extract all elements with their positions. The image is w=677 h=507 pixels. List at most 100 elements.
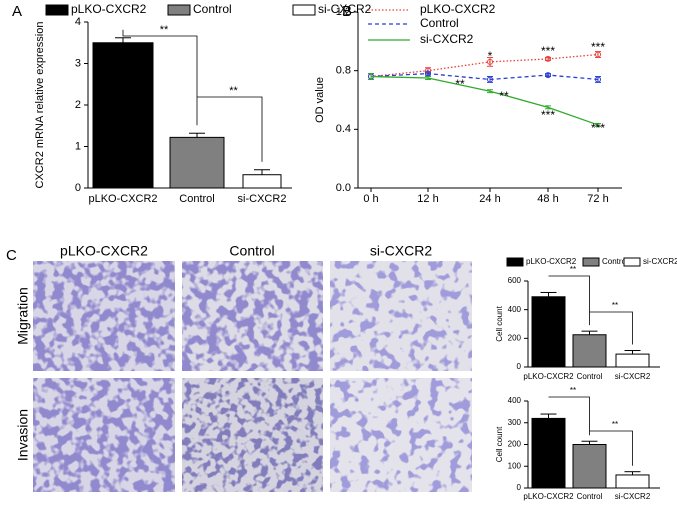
- micrograph-cells: [33, 378, 175, 492]
- micrograph-cells: [182, 378, 323, 492]
- bar: [615, 474, 650, 489]
- x-tick-label: si-CXCR2: [615, 372, 651, 381]
- series-line: [370, 72, 599, 81]
- bar: [615, 353, 650, 368]
- y-axis-label: Cell count: [495, 305, 504, 341]
- significance-label: ***: [591, 121, 605, 135]
- significance-label: *: [488, 49, 493, 63]
- x-tick-label: Control: [577, 372, 603, 381]
- legend-swatch: [582, 257, 600, 267]
- legend-label: Control: [602, 257, 628, 266]
- y-tick-label: 0: [517, 483, 522, 492]
- panel-label: A: [12, 3, 22, 20]
- legend-swatch: [506, 257, 524, 267]
- bar: [242, 174, 282, 189]
- y-tick-label: 3: [75, 57, 81, 69]
- y-axis-label: OD value: [314, 77, 326, 123]
- point: [487, 76, 493, 83]
- column-label: Control: [229, 243, 274, 259]
- y-tick-label: 0: [75, 182, 81, 194]
- y-tick-label: 2: [75, 99, 81, 111]
- significance-label: **: [160, 24, 169, 36]
- legend-swatch: [623, 257, 641, 267]
- significance-bracket: [589, 311, 633, 345]
- point: [487, 58, 493, 65]
- point: [595, 51, 601, 58]
- y-tick-label: 600: [508, 276, 522, 285]
- legend-label: pLKO-CXCR2: [420, 2, 496, 16]
- y-tick-label: 400: [508, 396, 522, 405]
- column-label: si-CXCR2: [370, 243, 432, 259]
- significance-bracket: [548, 275, 590, 326]
- bar: [92, 42, 154, 189]
- significance-label: **: [570, 265, 576, 274]
- significance-label: ***: [541, 44, 555, 58]
- y-tick-label: 100: [508, 461, 522, 470]
- bar: [531, 417, 566, 489]
- panel-label: C: [6, 247, 17, 264]
- y-tick-label: 1.2: [336, 6, 351, 18]
- x-tick-label: Control: [577, 492, 603, 501]
- y-axis-label: CXCR2 mRNA relative expression: [34, 22, 46, 189]
- x-tick-label: 24 h: [479, 193, 500, 205]
- legend-swatch: [167, 4, 191, 16]
- significance-label: **: [570, 386, 576, 395]
- significance-label: **: [229, 85, 238, 97]
- y-tick-label: 0: [517, 362, 522, 371]
- significance-label: **: [612, 301, 618, 310]
- significance-label: ***: [591, 40, 605, 54]
- x-tick-label: Control: [179, 193, 214, 205]
- significance-bracket: [589, 430, 633, 466]
- y-axis-label: Cell count: [495, 426, 504, 462]
- point: [595, 76, 601, 83]
- panel-label: B: [342, 3, 352, 20]
- significance-label: ***: [541, 108, 555, 122]
- significance-label: **: [455, 77, 465, 91]
- point: [545, 55, 551, 62]
- y-tick-label: 0.0: [336, 182, 351, 194]
- bar: [572, 444, 607, 489]
- y-tick-label: 1: [75, 140, 81, 152]
- micrographs: [33, 261, 472, 492]
- bar: [531, 296, 566, 368]
- x-tick-label: pLKO-CXCR2: [88, 193, 157, 205]
- micrograph-cells: [182, 261, 323, 371]
- y-tick-label: 200: [508, 440, 522, 449]
- micrograph-cells: [330, 378, 472, 492]
- legend-swatch: [292, 4, 316, 16]
- legend-label: Control: [420, 16, 459, 30]
- y-tick-label: 0.4: [336, 123, 351, 135]
- legend-swatch: [45, 4, 69, 16]
- significance-bracket: [197, 96, 263, 162]
- row-label: Invasion: [15, 409, 31, 461]
- significance-bracket: [548, 396, 590, 436]
- y-tick-label: 400: [508, 305, 522, 314]
- x-tick-label: 0 h: [363, 193, 378, 205]
- column-label: pLKO-CXCR2: [60, 243, 148, 259]
- y-tick-label: 200: [508, 333, 522, 342]
- legend-label: pLKO-CXCR2: [526, 257, 577, 266]
- significance-label: **: [612, 420, 618, 429]
- bar: [572, 334, 607, 368]
- micrograph-cells: [330, 261, 472, 371]
- y-tick-label: 4: [75, 16, 81, 28]
- y-tick-label: 0.8: [336, 65, 351, 77]
- x-tick-label: 48 h: [537, 193, 558, 205]
- significance-bracket: [122, 29, 198, 126]
- x-tick-label: si-CXCR2: [615, 492, 651, 501]
- legend-label: si-CXCR2: [420, 32, 474, 46]
- x-tick-label: si-CXCR2: [238, 193, 287, 205]
- point: [545, 72, 551, 79]
- x-tick-label: pLKO-CXCR2: [523, 372, 574, 381]
- legend-label: pLKO-CXCR2: [71, 2, 147, 16]
- series-line: [370, 53, 599, 78]
- series-line: [370, 75, 599, 126]
- x-tick-label: 72 h: [587, 193, 608, 205]
- x-tick-label: 12 h: [417, 193, 438, 205]
- x-tick-label: pLKO-CXCR2: [523, 492, 574, 501]
- significance-label: **: [499, 89, 509, 103]
- bar: [169, 136, 225, 189]
- legend-label: Control: [193, 2, 232, 16]
- micrograph-cells: [33, 261, 175, 371]
